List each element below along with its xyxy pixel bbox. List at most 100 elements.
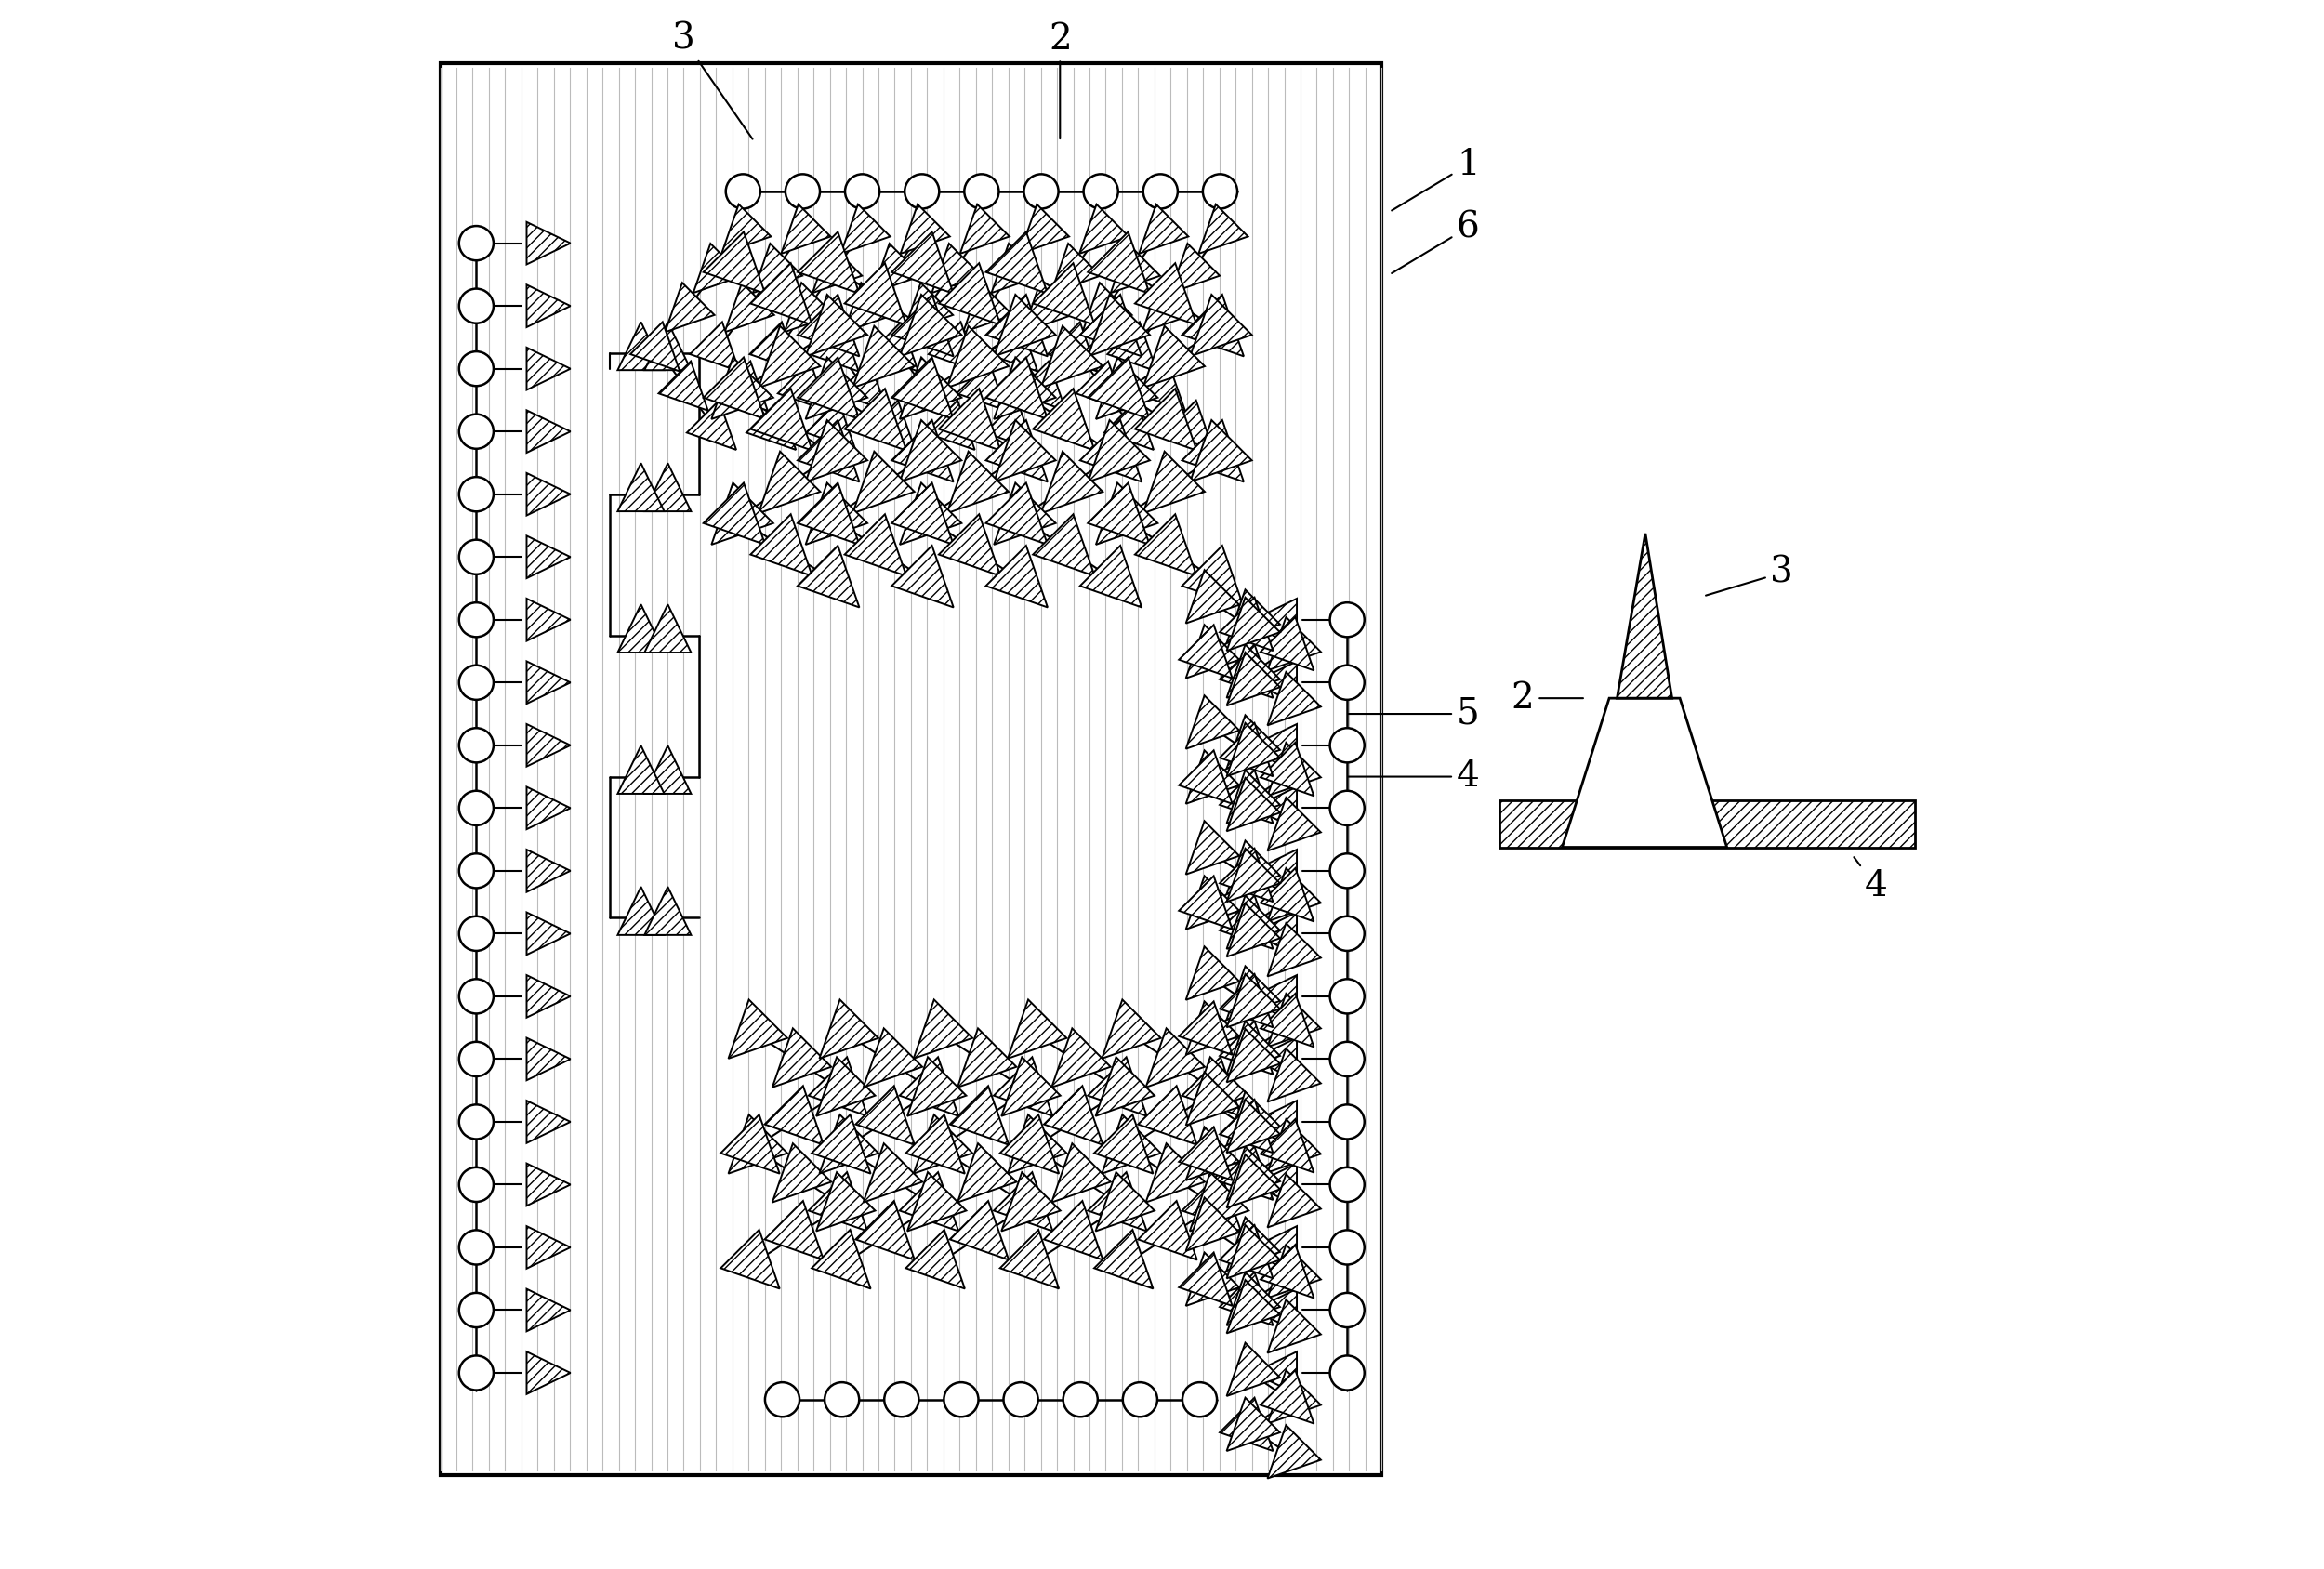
Polygon shape — [1253, 1163, 1297, 1207]
Polygon shape — [528, 1037, 569, 1081]
Polygon shape — [869, 322, 918, 372]
Circle shape — [460, 791, 493, 825]
Polygon shape — [1267, 1425, 1320, 1478]
Polygon shape — [1146, 1144, 1204, 1202]
Polygon shape — [988, 322, 1037, 372]
Polygon shape — [528, 1100, 569, 1144]
Polygon shape — [962, 282, 1013, 333]
Polygon shape — [1020, 204, 1069, 254]
Circle shape — [460, 854, 493, 888]
Polygon shape — [1227, 1029, 1281, 1083]
Polygon shape — [1134, 264, 1197, 325]
Polygon shape — [1260, 742, 1313, 795]
Polygon shape — [1220, 770, 1274, 824]
Circle shape — [460, 540, 493, 574]
Polygon shape — [1041, 326, 1104, 388]
Circle shape — [1204, 174, 1236, 209]
Polygon shape — [1178, 876, 1232, 929]
Polygon shape — [1016, 361, 1067, 411]
Circle shape — [460, 1167, 493, 1202]
Polygon shape — [618, 463, 665, 511]
Polygon shape — [995, 1172, 1053, 1232]
Polygon shape — [720, 1114, 779, 1174]
Polygon shape — [806, 483, 867, 544]
Polygon shape — [1183, 295, 1243, 356]
Polygon shape — [1562, 698, 1727, 847]
Polygon shape — [1109, 322, 1157, 372]
Circle shape — [846, 174, 878, 209]
Circle shape — [1329, 1167, 1364, 1202]
Polygon shape — [1267, 672, 1320, 725]
Polygon shape — [727, 999, 788, 1059]
Circle shape — [964, 174, 999, 209]
Polygon shape — [1102, 999, 1160, 1059]
Polygon shape — [867, 400, 916, 450]
Circle shape — [460, 414, 493, 449]
Polygon shape — [1141, 282, 1192, 333]
Polygon shape — [528, 849, 569, 893]
Polygon shape — [797, 358, 860, 419]
Polygon shape — [1111, 243, 1160, 293]
Polygon shape — [1134, 389, 1197, 450]
Polygon shape — [1260, 868, 1313, 921]
Polygon shape — [1178, 1127, 1232, 1180]
Polygon shape — [751, 389, 813, 450]
Polygon shape — [1088, 1172, 1146, 1232]
Polygon shape — [809, 322, 858, 372]
Circle shape — [460, 1356, 493, 1390]
Polygon shape — [704, 483, 765, 544]
Polygon shape — [1220, 723, 1274, 777]
Circle shape — [1329, 602, 1364, 637]
Polygon shape — [1220, 1225, 1274, 1279]
Polygon shape — [1227, 974, 1281, 1028]
Polygon shape — [1088, 483, 1150, 544]
Circle shape — [1143, 174, 1178, 209]
Polygon shape — [644, 463, 690, 511]
Polygon shape — [1220, 1021, 1274, 1075]
Polygon shape — [528, 912, 569, 956]
Polygon shape — [783, 282, 834, 333]
Circle shape — [460, 351, 493, 386]
Polygon shape — [765, 1086, 823, 1145]
Polygon shape — [797, 295, 860, 356]
Polygon shape — [1220, 849, 1274, 902]
Polygon shape — [862, 1144, 923, 1202]
Polygon shape — [1253, 912, 1297, 956]
Polygon shape — [781, 204, 830, 254]
Polygon shape — [704, 358, 765, 419]
Polygon shape — [925, 400, 974, 450]
Polygon shape — [718, 361, 767, 411]
Polygon shape — [816, 1058, 876, 1116]
Circle shape — [1062, 1382, 1097, 1417]
Polygon shape — [853, 326, 913, 388]
Polygon shape — [1183, 1058, 1241, 1116]
Polygon shape — [809, 1172, 867, 1232]
Polygon shape — [906, 1172, 967, 1232]
Polygon shape — [1146, 1028, 1204, 1087]
Polygon shape — [897, 361, 946, 411]
Polygon shape — [1220, 1100, 1274, 1153]
Polygon shape — [1185, 1072, 1239, 1125]
Polygon shape — [1267, 1244, 1320, 1298]
Circle shape — [460, 665, 493, 700]
Polygon shape — [1053, 1028, 1111, 1087]
Polygon shape — [855, 1200, 916, 1260]
Circle shape — [786, 174, 820, 209]
Polygon shape — [746, 400, 795, 450]
Circle shape — [825, 1382, 860, 1417]
Polygon shape — [946, 326, 1009, 388]
Polygon shape — [690, 322, 739, 372]
Polygon shape — [1143, 326, 1204, 388]
Polygon shape — [797, 546, 860, 607]
Polygon shape — [951, 1200, 1009, 1260]
Polygon shape — [1227, 896, 1281, 949]
Polygon shape — [528, 284, 569, 328]
Polygon shape — [1185, 1197, 1239, 1250]
Polygon shape — [1260, 993, 1313, 1047]
Polygon shape — [1220, 896, 1274, 949]
Polygon shape — [1220, 1147, 1274, 1200]
Circle shape — [460, 289, 493, 323]
Polygon shape — [528, 410, 569, 453]
Polygon shape — [720, 204, 772, 254]
Polygon shape — [892, 358, 953, 419]
